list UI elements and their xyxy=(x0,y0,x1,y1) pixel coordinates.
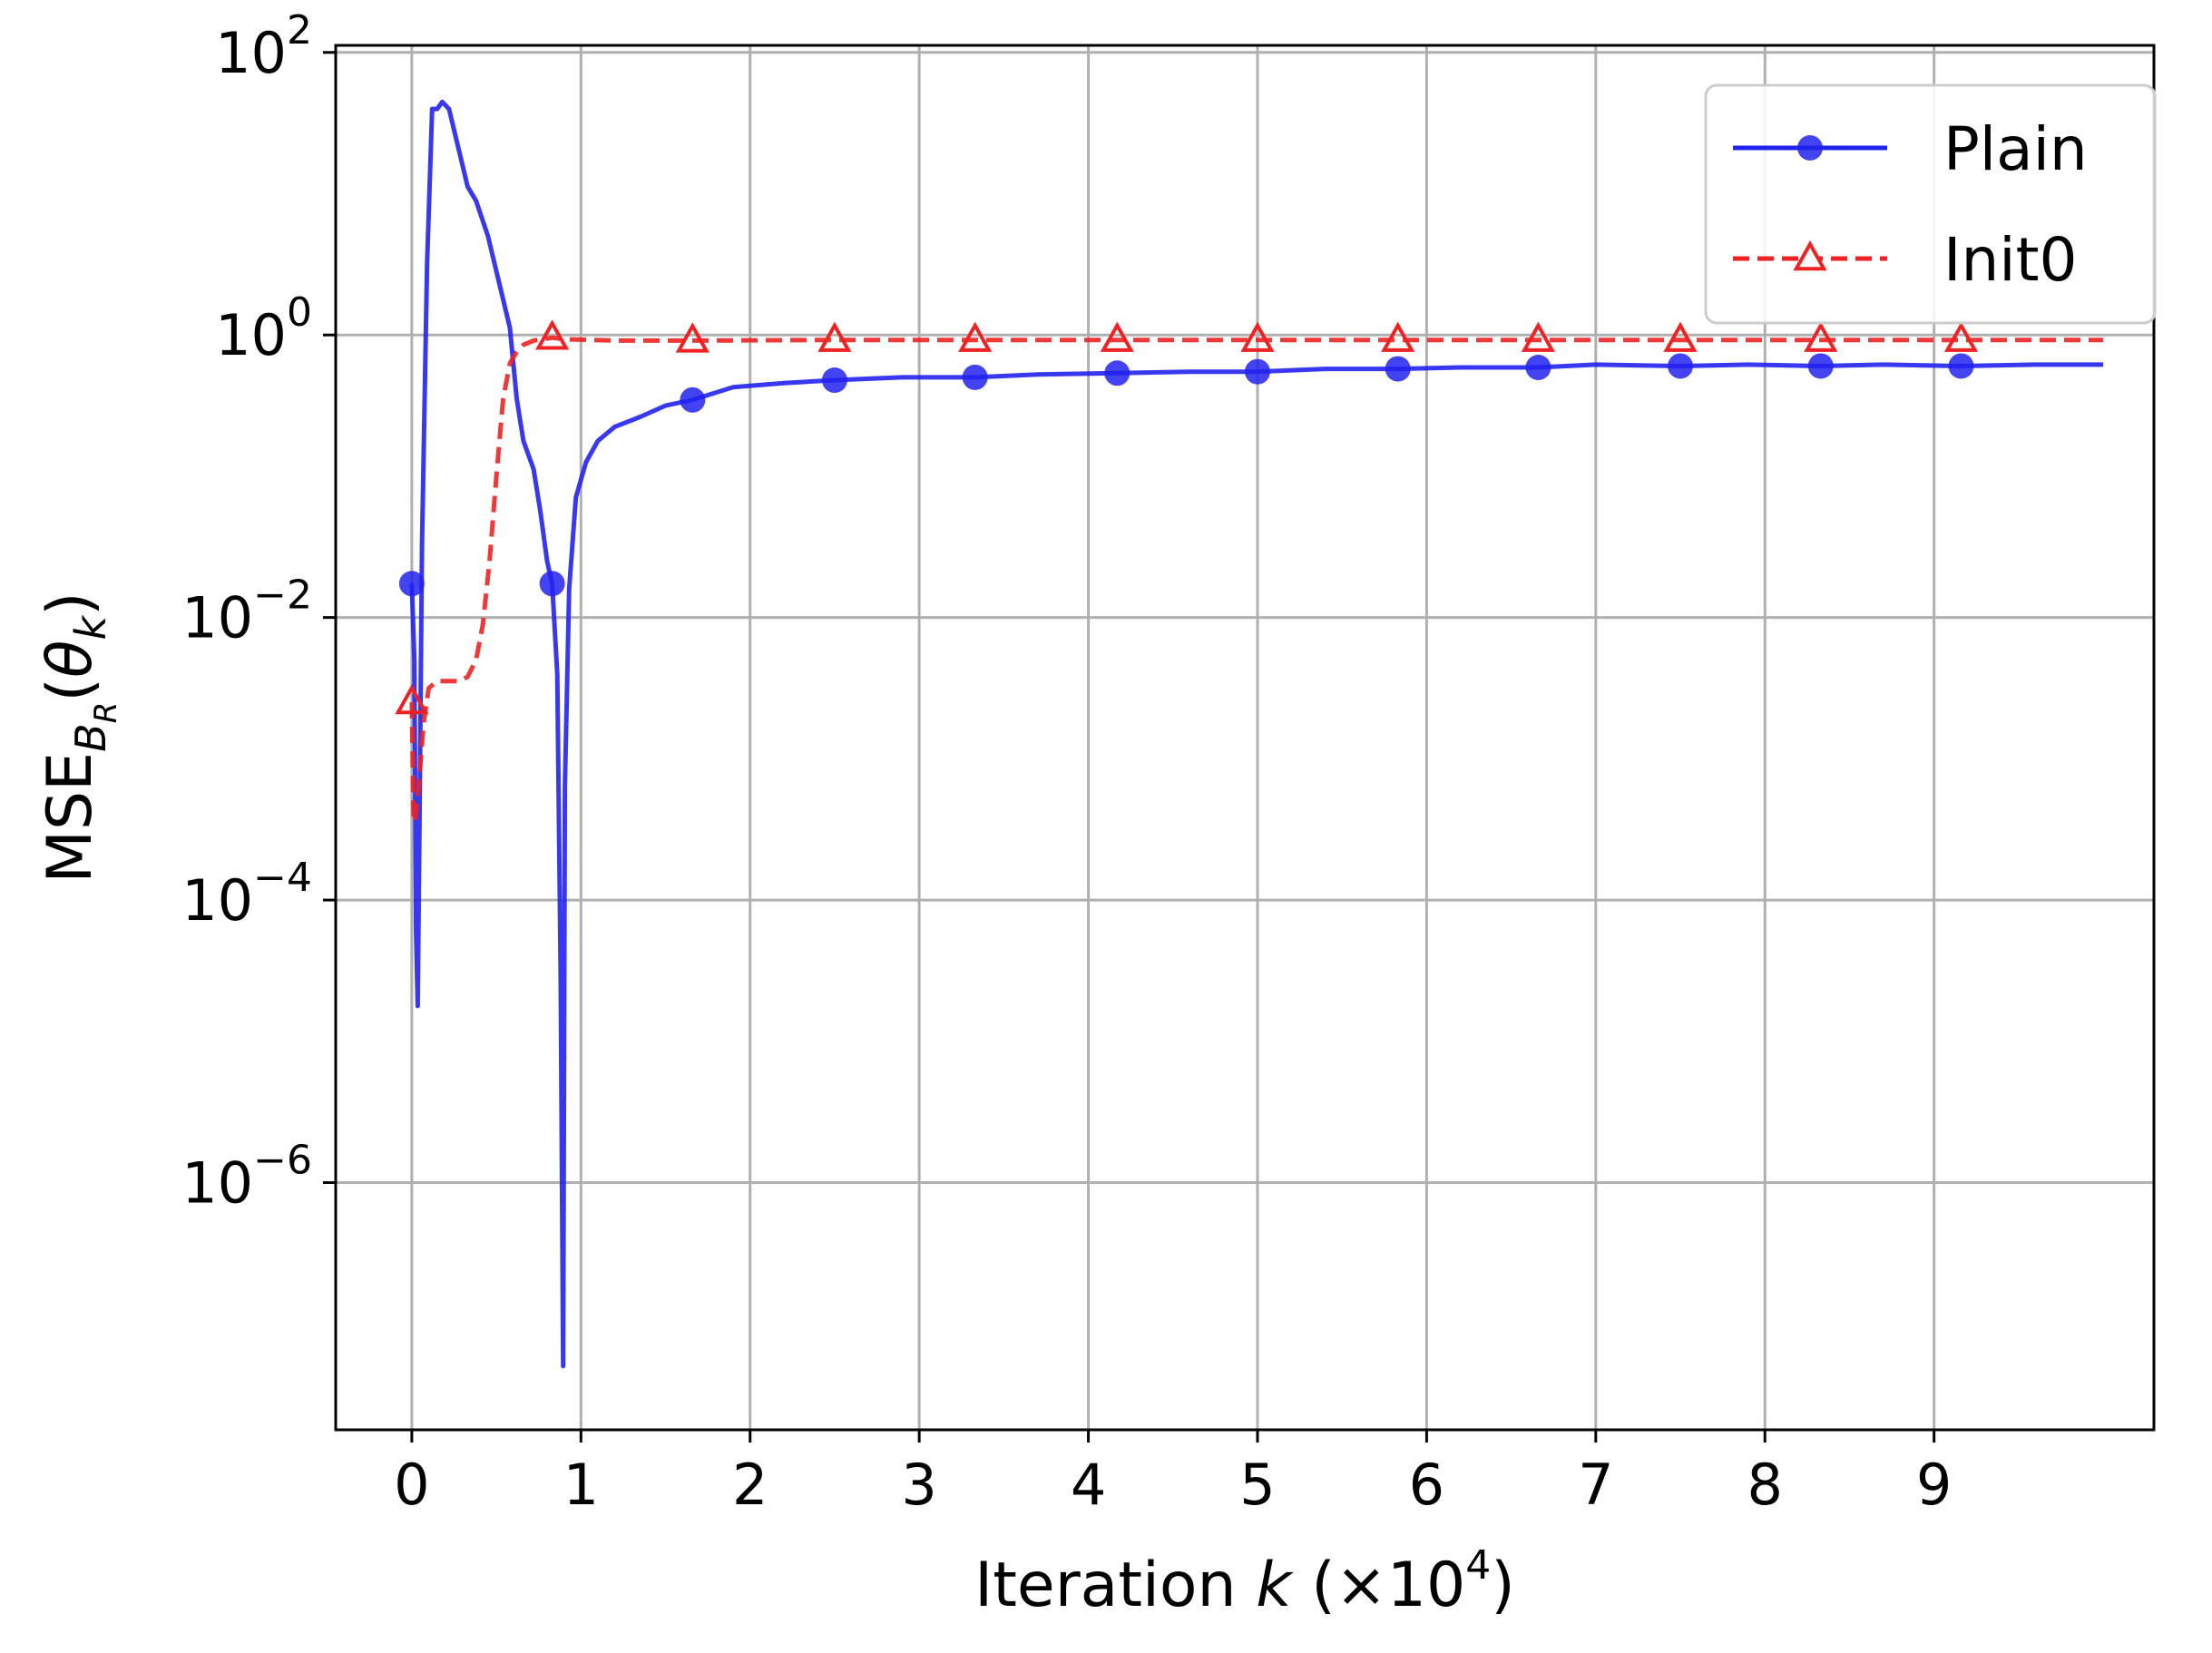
x-tick-label-7: 7 xyxy=(1578,1452,1613,1518)
y-axis-label-prefix: MSE xyxy=(34,752,106,884)
x-tick-label-1: 1 xyxy=(563,1452,599,1518)
point-plain-8 xyxy=(1525,355,1551,381)
x-axis-label: Iteration k (×104) xyxy=(974,1542,1515,1621)
y-axis-label-theta: θ xyxy=(34,641,106,679)
legend-box xyxy=(1704,83,2157,325)
legend-label-plain: Plain xyxy=(1943,114,2088,184)
y-axis-label-close: ) xyxy=(34,592,106,616)
legend-marker-init0 xyxy=(1793,240,1827,271)
y-tick-label-3: 10−4 xyxy=(181,855,312,934)
series-line-init0 xyxy=(409,335,2104,825)
legend-label-init0: Init0 xyxy=(1943,225,2078,295)
y-tick-label-0: 102 xyxy=(215,7,312,86)
point-plain-10 xyxy=(1807,353,1834,379)
point-init0-9 xyxy=(1663,321,1698,352)
x-axis-label-var: k xyxy=(1256,1550,1294,1621)
point-plain-7 xyxy=(1385,356,1411,382)
x-axis-ticks: 0 1 2 3 4 5 6 7 8 9 xyxy=(394,1430,1952,1518)
x-tick-label-5: 5 xyxy=(1239,1452,1275,1518)
y-axis-label-subsub: R xyxy=(88,702,124,724)
y-axis-label: MSEBR(θk) xyxy=(34,592,124,883)
y-axis-label-sub: B xyxy=(66,723,115,752)
y-axis-label-theta-sub: k xyxy=(66,614,115,641)
point-init0-6 xyxy=(1240,321,1275,352)
legend-item-plain: Plain xyxy=(1733,114,2088,184)
legend-item-init0: Init0 xyxy=(1733,225,2078,295)
point-plain-9 xyxy=(1668,353,1694,379)
y-axis-ticks: 102 100 10−2 10−4 10−6 xyxy=(181,7,336,1217)
x-axis-label-exp: 4 xyxy=(1465,1542,1491,1589)
point-plain-3 xyxy=(821,367,847,394)
x-tick-label-6: 6 xyxy=(1409,1452,1444,1518)
point-plain-6 xyxy=(1244,358,1270,385)
x-tick-label-8: 8 xyxy=(1747,1452,1783,1518)
point-plain-0 xyxy=(398,571,425,597)
legend: Plain Init0 xyxy=(1704,83,2157,325)
point-init0-5 xyxy=(1100,321,1134,352)
plot-frame xyxy=(334,44,2156,1432)
point-plain-11 xyxy=(1948,353,1974,379)
x-axis-label-prefix: Iteration xyxy=(974,1550,1256,1621)
x-axis-label-open: (×10 xyxy=(1292,1550,1466,1621)
x-tick-label-4: 4 xyxy=(1071,1452,1106,1518)
point-init0-3 xyxy=(817,321,852,352)
y-tick-label-2: 10−2 xyxy=(181,572,312,651)
x-tick-label-0: 0 xyxy=(394,1452,429,1518)
y-tick-label-4: 10−6 xyxy=(181,1138,312,1217)
point-init0-4 xyxy=(958,321,993,352)
point-plain-2 xyxy=(680,386,706,413)
legend-marker-plain xyxy=(1797,135,1823,161)
y-tick-label-1: 100 xyxy=(215,289,312,368)
x-axis-label-close: ) xyxy=(1491,1550,1515,1621)
point-plain-1 xyxy=(539,571,565,597)
series-layer xyxy=(395,99,2104,1369)
y-axis-label-open: ( xyxy=(34,678,106,702)
point-init0-1 xyxy=(534,319,570,350)
x-tick-label-2: 2 xyxy=(732,1452,768,1518)
series-line-plain xyxy=(409,99,2104,1369)
point-init0-11 xyxy=(1943,321,1979,352)
x-tick-label-3: 3 xyxy=(901,1452,936,1518)
point-init0-0 xyxy=(395,684,429,715)
point-init0-2 xyxy=(675,322,710,353)
series-plain xyxy=(398,99,2104,1369)
x-tick-label-9: 9 xyxy=(1916,1452,1952,1518)
point-plain-5 xyxy=(1104,360,1130,386)
point-init0-10 xyxy=(1804,321,1838,352)
point-init0-8 xyxy=(1521,321,1556,352)
point-init0-7 xyxy=(1381,321,1415,352)
series-init0 xyxy=(395,319,2104,825)
point-plain-4 xyxy=(962,364,988,390)
